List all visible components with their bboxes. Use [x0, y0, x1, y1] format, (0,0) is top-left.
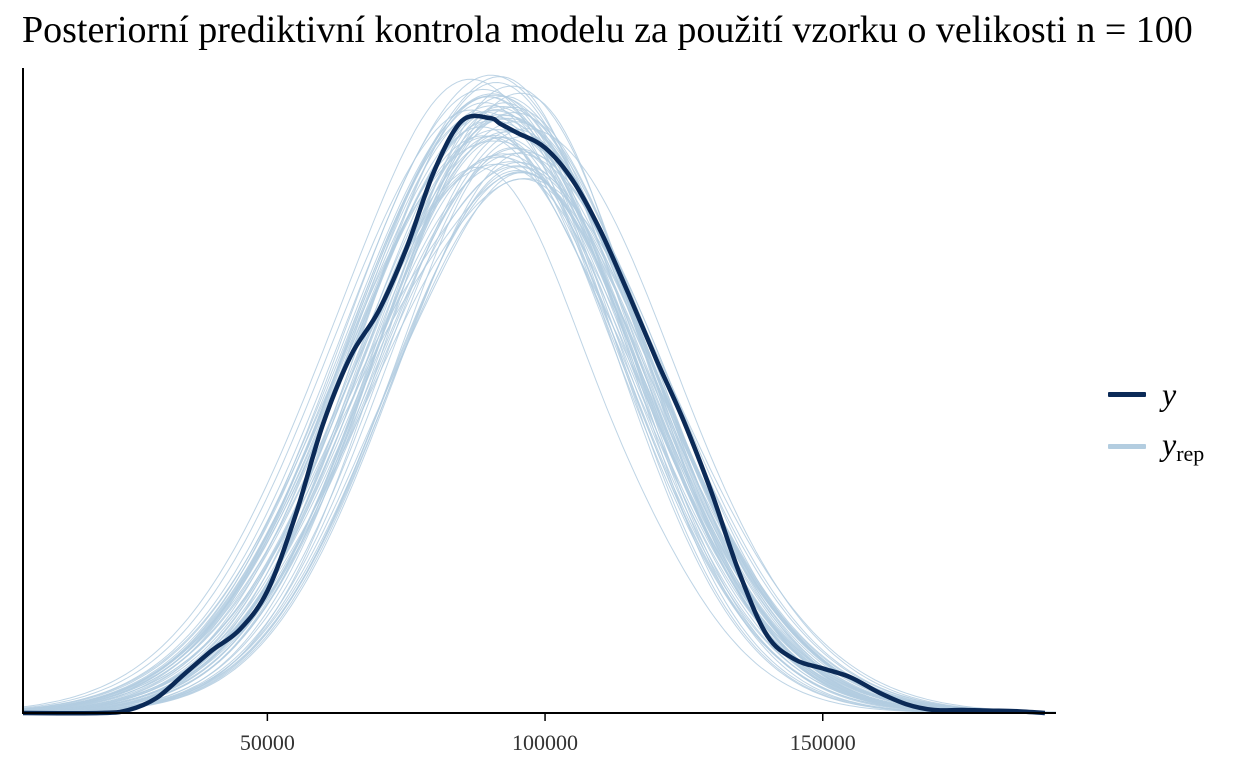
yrep-line: [22, 126, 1056, 714]
yrep-line: [22, 95, 1057, 714]
yrep-line: [22, 129, 1057, 713]
yrep-line: [22, 106, 1056, 714]
yrep-line: [22, 129, 1056, 714]
yrep-line: [22, 105, 1057, 714]
yrep-line: [22, 128, 1057, 713]
yrep-line: [22, 96, 1056, 714]
yrep-line: [22, 117, 1056, 714]
yrep-line: [22, 135, 1056, 714]
yrep-line: [22, 117, 1057, 714]
legend-label-y: y: [1162, 376, 1177, 412]
yrep-line: [22, 88, 1056, 714]
yrep-line: [22, 119, 1057, 713]
yrep-line: [22, 140, 1056, 714]
x-tick-label: 50000: [240, 730, 295, 755]
yrep-line: [23, 151, 1056, 714]
yrep-line: [22, 96, 1056, 714]
yrep-line: [23, 171, 1056, 714]
legend-label-yrep-sub: rep: [1176, 440, 1205, 466]
yrep-line: [22, 172, 1057, 713]
legend-swatch-y: [1108, 391, 1146, 397]
yrep-replicate-lines: [22, 74, 1057, 714]
yrep-line: [22, 114, 1057, 714]
yrep-line: [22, 102, 1056, 714]
legend: y yrep: [1108, 368, 1204, 472]
yrep-line: [22, 109, 1056, 714]
yrep-line: [23, 102, 1056, 714]
yrep-line: [22, 94, 1057, 714]
yrep-line: [22, 121, 1057, 714]
yrep-line: [22, 111, 1057, 714]
yrep-line: [22, 136, 1056, 714]
yrep-line: [22, 110, 1056, 714]
yrep-line: [22, 134, 1056, 714]
yrep-line: [23, 178, 1056, 714]
yrep-line: [22, 118, 1057, 714]
yrep-line: [22, 108, 1056, 714]
legend-item-y: y: [1108, 368, 1204, 420]
chart-title: Posteriorní prediktivní kontrola modelu …: [22, 9, 1193, 51]
yrep-line: [22, 169, 1057, 714]
yrep-line: [23, 166, 1056, 714]
legend-label-yrep: yrep: [1162, 428, 1204, 465]
legend-swatch-yrep: [1108, 443, 1146, 449]
yrep-line: [22, 135, 1056, 714]
yrep-line: [23, 171, 1056, 714]
yrep-line: [22, 131, 1056, 714]
yrep-line: [22, 105, 1057, 713]
x-tick-label: 150000: [790, 730, 856, 755]
yrep-line: [22, 136, 1056, 714]
legend-item-yrep: yrep: [1108, 420, 1204, 472]
yrep-line: [22, 178, 1057, 713]
legend-label-yrep-base: y: [1162, 425, 1177, 462]
yrep-line: [22, 166, 1056, 714]
x-tick-label: 100000: [512, 730, 578, 755]
y-observed-line: [22, 113, 1046, 716]
yrep-line: [23, 147, 1057, 714]
yrep-line: [22, 136, 1056, 714]
yrep-line: [22, 111, 1056, 714]
y-line: [22, 113, 1046, 716]
yrep-line: [22, 74, 1057, 714]
x-axis-ticks: 50000 100000 150000: [240, 713, 856, 755]
yrep-line: [22, 156, 1057, 713]
yrep-line: [22, 147, 1056, 714]
yrep-line: [22, 115, 1056, 714]
